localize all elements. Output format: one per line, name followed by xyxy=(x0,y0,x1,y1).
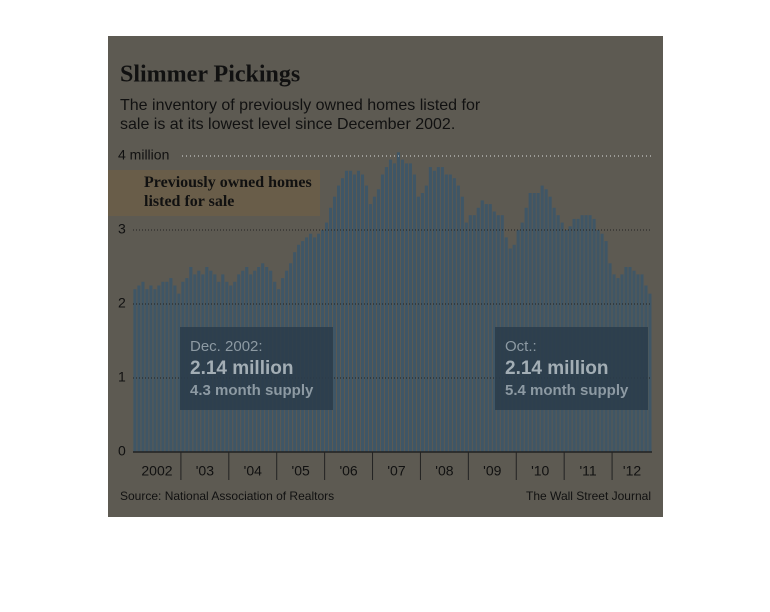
annotation-box xyxy=(495,327,648,410)
bar xyxy=(484,204,488,452)
bar xyxy=(169,278,173,452)
bar xyxy=(548,196,552,452)
credit: The Wall Street Journal xyxy=(526,489,651,503)
bar xyxy=(488,204,492,452)
subtitle-box: The inventory of previously owned homes … xyxy=(120,97,481,133)
bar xyxy=(544,189,548,453)
bar xyxy=(137,285,141,452)
bar xyxy=(337,185,341,452)
x-tick-label: '07 xyxy=(387,463,405,479)
bar xyxy=(372,196,377,452)
bar xyxy=(149,285,153,452)
bar xyxy=(460,196,464,452)
bar xyxy=(444,174,448,452)
annotation-supply: 4.3 month supply xyxy=(190,382,314,399)
y-tick-label: 1 xyxy=(118,369,126,385)
bar xyxy=(540,185,544,452)
bar xyxy=(145,289,149,452)
bar xyxy=(388,159,392,452)
bar xyxy=(480,200,484,452)
annotation-value: 2.14 million xyxy=(190,358,293,379)
bar xyxy=(428,167,432,452)
y-tick-label: 3 xyxy=(118,221,126,237)
bar xyxy=(161,281,165,452)
x-tick-label: '11 xyxy=(580,463,597,479)
x-tick-label: '06 xyxy=(339,463,357,479)
bar xyxy=(344,170,349,453)
y-tick-label: 4 million xyxy=(118,147,169,163)
x-tick-label: 2002 xyxy=(141,463,172,479)
source: Source: National Association of Realtors xyxy=(120,489,334,503)
bar xyxy=(341,178,345,452)
y-tick-label: 0 xyxy=(118,443,126,459)
annotation-date: Oct.: xyxy=(505,338,537,355)
bar xyxy=(412,174,416,452)
bar xyxy=(173,285,177,452)
x-tick-label: '08 xyxy=(435,463,453,479)
bar xyxy=(648,293,652,452)
bar xyxy=(392,163,396,452)
bar xyxy=(440,167,444,452)
bar xyxy=(384,167,389,452)
bar xyxy=(157,285,161,452)
bar xyxy=(536,193,540,452)
annotation-box xyxy=(180,327,333,410)
bar xyxy=(380,174,385,452)
bar xyxy=(424,185,428,452)
bar xyxy=(452,178,456,452)
bar xyxy=(420,193,424,452)
bar xyxy=(165,281,169,452)
bar xyxy=(396,152,400,453)
bar xyxy=(448,174,452,452)
bar xyxy=(416,196,420,452)
bar xyxy=(472,215,476,452)
bar xyxy=(153,289,157,452)
bar xyxy=(356,170,361,453)
bar xyxy=(376,189,381,453)
x-tick-label: '03 xyxy=(196,463,214,479)
legend-box xyxy=(108,170,320,216)
bar xyxy=(432,170,436,453)
annotation-supply: 5.4 month supply xyxy=(505,382,629,399)
bar xyxy=(348,170,353,453)
bar xyxy=(404,163,408,452)
bar xyxy=(360,174,365,452)
x-tick-label: '04 xyxy=(244,463,262,479)
bar xyxy=(476,207,480,452)
bar xyxy=(352,174,357,452)
x-tick-label: '09 xyxy=(483,463,501,479)
bar xyxy=(333,196,337,452)
bar xyxy=(400,159,404,452)
y-tick-label: 2 xyxy=(118,295,126,311)
bar xyxy=(456,185,460,452)
bar xyxy=(364,185,369,452)
annotation-date: Dec. 2002: xyxy=(190,338,263,355)
plot: 2002 '03 '04 '05 '06 '07 '08 '09 '10 '11 '12 0 1 2 3 4 … xyxy=(118,147,652,480)
bar xyxy=(436,167,440,452)
bar xyxy=(492,211,496,452)
x-tick-label: '05 xyxy=(292,463,310,479)
bar xyxy=(133,289,137,452)
legend-text-box: Previously owned homes listed for sale xyxy=(144,174,312,210)
bar xyxy=(532,193,536,452)
x-tick-label: '10 xyxy=(531,463,549,479)
bar xyxy=(408,163,412,452)
annotation-value: 2.14 million xyxy=(505,358,608,379)
bar xyxy=(177,293,181,452)
legend-label: Previously owned homes listed for sale xyxy=(144,174,312,210)
bar xyxy=(141,281,145,452)
bar xyxy=(468,215,472,452)
bar xyxy=(528,193,532,452)
bar xyxy=(464,222,468,452)
chart-subtitle: The inventory of previously owned homes … xyxy=(120,97,481,133)
bar xyxy=(368,204,373,452)
x-tick-label: '12 xyxy=(623,463,641,479)
chart-title: Slimmer Pickings xyxy=(120,62,300,88)
